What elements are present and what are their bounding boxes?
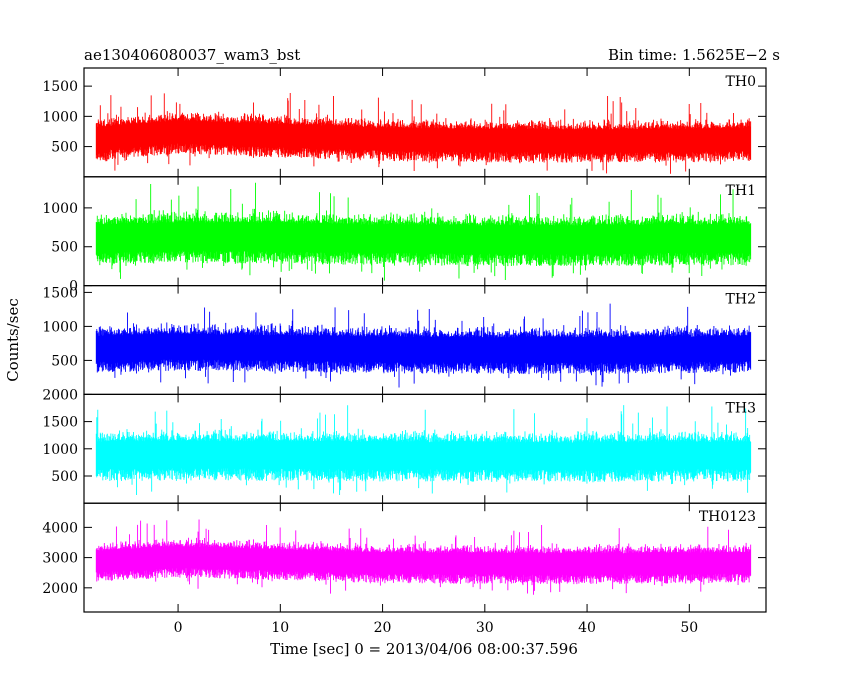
x-tick-label: 20 (374, 620, 392, 636)
x-tick-label: 40 (578, 620, 596, 636)
series-trace-th1 (95, 182, 752, 281)
y-tick-label: 1500 (42, 285, 78, 301)
panel-label: TH0123 (699, 509, 756, 525)
panel-label: TH2 (726, 292, 756, 308)
series-trace-th3 (95, 405, 752, 496)
y-axis-label: Counts/sec (4, 298, 22, 382)
y-tick-label: 2000 (42, 581, 78, 597)
y-tick-label: 4000 (42, 520, 78, 536)
y-tick-label: 500 (51, 240, 78, 256)
panel-label: TH1 (726, 183, 756, 199)
y-tick-label: 1500 (42, 79, 78, 95)
y-tick-label: 1000 (42, 201, 78, 217)
y-tick-label: 500 (51, 469, 78, 485)
y-tick-label: 0 (69, 279, 78, 295)
y-tick-label: 1000 (42, 442, 78, 458)
panel-th3: 500 1000 1500 2000 TH3 (42, 387, 767, 504)
figure-title: ae130406080037_wam3_bst (84, 46, 300, 64)
y-tick-label: 1500 (42, 415, 78, 431)
series-trace-th0123 (95, 519, 752, 595)
series-trace-th2 (95, 303, 752, 388)
x-axis-label: Time [sec] 0 = 2013/04/06 08:00:37.596 (270, 640, 578, 658)
x-tick-label: 0 (174, 620, 183, 636)
x-tick-label: 10 (271, 620, 289, 636)
series-trace-th0 (95, 93, 752, 174)
panel-th2: 500 1000 1500 TH2 (42, 285, 767, 396)
panel-th0: 500 1000 1500 TH0 (42, 67, 767, 178)
y-tick-label: 2000 (42, 387, 78, 403)
panel-th0123: 2000 3000 4000 TH0123 (42, 502, 767, 613)
y-tick-label: 500 (51, 353, 78, 369)
x-tick-label: 50 (680, 620, 698, 636)
panel-label: TH3 (726, 400, 756, 416)
x-tick-label: 30 (476, 620, 494, 636)
bin-time-label: Bin time: 1.5625E−2 s (608, 46, 780, 64)
y-tick-label: 1000 (42, 109, 78, 125)
y-tick-label: 1000 (42, 319, 78, 335)
panel-label: TH0 (726, 74, 756, 90)
y-tick-label: 3000 (42, 551, 78, 567)
y-tick-label: 500 (51, 140, 78, 156)
panel-th1: 0 500 1000 TH1 (42, 176, 767, 295)
